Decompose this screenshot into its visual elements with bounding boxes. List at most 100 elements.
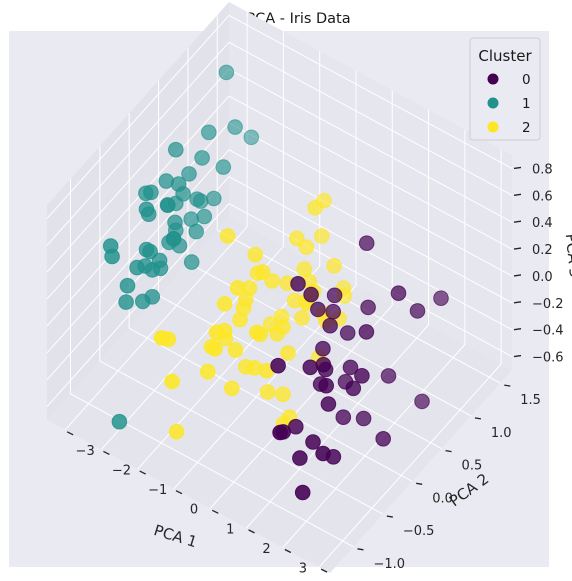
legend-title: Cluster bbox=[478, 47, 532, 65]
x-tick-mark bbox=[66, 431, 74, 436]
point-cluster-1 bbox=[119, 277, 136, 294]
legend-label: 2 bbox=[522, 120, 531, 136]
point-cluster-1 bbox=[135, 293, 151, 310]
point-cluster-1 bbox=[215, 159, 232, 175]
point-cluster-1 bbox=[196, 208, 213, 225]
point-cluster-0 bbox=[318, 377, 335, 394]
point-cluster-2 bbox=[307, 200, 323, 216]
point-cluster-0 bbox=[325, 303, 342, 320]
point-cluster-0 bbox=[310, 301, 326, 318]
point-cluster-1 bbox=[167, 214, 183, 231]
y-tick-mark bbox=[416, 482, 423, 485]
back-pane bbox=[229, 2, 512, 370]
point-cluster-1 bbox=[227, 119, 243, 135]
point-cluster-0 bbox=[360, 299, 376, 316]
point-cluster-0 bbox=[303, 286, 319, 303]
y-grid-floor bbox=[217, 229, 501, 384]
point-cluster-2 bbox=[259, 384, 276, 400]
legend: Cluster 0 1 2 bbox=[469, 37, 541, 141]
point-cluster-2 bbox=[269, 325, 285, 342]
point-cluster-0 bbox=[305, 434, 321, 450]
z-tick-mark bbox=[513, 354, 522, 358]
point-cluster-2 bbox=[326, 258, 342, 274]
x-grid-floor bbox=[246, 324, 429, 529]
x-tick-label: −2 bbox=[112, 463, 131, 478]
x-grid-floor bbox=[64, 226, 248, 431]
point-cluster-0 bbox=[326, 287, 343, 304]
y-tick-label: 0.0 bbox=[432, 491, 453, 506]
z-tick-mark bbox=[513, 247, 522, 250]
point-cluster-2 bbox=[247, 246, 264, 263]
point-cluster-2 bbox=[153, 330, 170, 346]
point-cluster-1 bbox=[142, 243, 158, 260]
tick-marks: −3−2−101234−1.0−0.50.00.51.01.5−0.6−0.4−… bbox=[66, 162, 564, 577]
x-grid-floor bbox=[282, 344, 466, 548]
point-cluster-0 bbox=[375, 431, 392, 447]
point-cluster-0 bbox=[354, 368, 370, 384]
legend-label: 0 bbox=[522, 72, 531, 88]
z-tick-label: 0.6 bbox=[532, 189, 553, 204]
y-tick-label: 1.0 bbox=[491, 426, 512, 441]
x-tick-mark bbox=[248, 529, 255, 534]
y-tick-label: 1.5 bbox=[520, 393, 541, 408]
point-cluster-0 bbox=[322, 317, 338, 334]
point-cluster-0 bbox=[294, 484, 311, 501]
y-tick-mark bbox=[504, 384, 511, 387]
point-cluster-1 bbox=[188, 223, 204, 240]
point-cluster-0 bbox=[290, 276, 306, 292]
point-cluster-1 bbox=[118, 294, 134, 310]
y-tick-label: −1.0 bbox=[373, 557, 405, 572]
point-cluster-0 bbox=[414, 393, 430, 410]
point-cluster-2 bbox=[224, 380, 240, 397]
z-grid-back bbox=[228, 149, 513, 304]
z-tick-label: −0.4 bbox=[532, 324, 564, 339]
z-tick-mark bbox=[513, 301, 522, 304]
legend-marker bbox=[487, 73, 499, 85]
y-tick-mark bbox=[445, 449, 452, 453]
z-grid-left bbox=[46, 15, 230, 219]
x-tick-mark bbox=[320, 568, 328, 573]
point-cluster-0 bbox=[315, 445, 331, 462]
point-cluster-1 bbox=[192, 193, 209, 209]
point-cluster-0 bbox=[302, 359, 319, 376]
point-cluster-0 bbox=[358, 324, 375, 340]
x-tick-mark bbox=[284, 548, 292, 554]
point-cluster-1 bbox=[201, 124, 217, 141]
z-grid-back bbox=[228, 14, 513, 169]
y-tick-mark bbox=[386, 515, 393, 518]
point-cluster-2 bbox=[208, 324, 225, 341]
z-grid-back bbox=[228, 203, 513, 358]
z-grid-left bbox=[46, 149, 230, 354]
x-tick-mark bbox=[139, 470, 146, 475]
point-cluster-2 bbox=[219, 228, 236, 244]
legend-entries: 0 1 2 bbox=[487, 72, 531, 136]
z-grid-back bbox=[228, 41, 513, 196]
z-tick-label: 0.4 bbox=[532, 216, 553, 231]
z-tick-mark bbox=[513, 166, 522, 170]
x-grid-floor bbox=[101, 246, 284, 450]
point-cluster-2 bbox=[227, 342, 244, 358]
z-tick-mark bbox=[513, 274, 522, 277]
x-tick-mark bbox=[103, 450, 110, 456]
legend-label: 1 bbox=[522, 96, 531, 112]
point-cluster-1 bbox=[168, 141, 184, 158]
y-grid-floor bbox=[99, 360, 384, 515]
z-axis-label: PCA 3 bbox=[562, 233, 572, 279]
point-cluster-2 bbox=[280, 345, 296, 361]
z-grid-left bbox=[46, 68, 230, 273]
point-cluster-0 bbox=[339, 325, 356, 341]
point-cluster-0 bbox=[342, 359, 359, 376]
z-grid-left bbox=[46, 41, 230, 246]
point-cluster-0 bbox=[315, 340, 331, 357]
point-cluster-2 bbox=[252, 326, 269, 343]
point-cluster-2 bbox=[289, 230, 305, 247]
y-tick-mark bbox=[474, 417, 482, 420]
x-grid-floor bbox=[209, 304, 393, 509]
y-grid-floor bbox=[128, 327, 413, 482]
point-cluster-0 bbox=[355, 410, 372, 427]
point-cluster-0 bbox=[315, 356, 332, 373]
legend-marker bbox=[487, 121, 499, 133]
point-cluster-0 bbox=[292, 450, 308, 466]
left-pane bbox=[47, 2, 229, 420]
